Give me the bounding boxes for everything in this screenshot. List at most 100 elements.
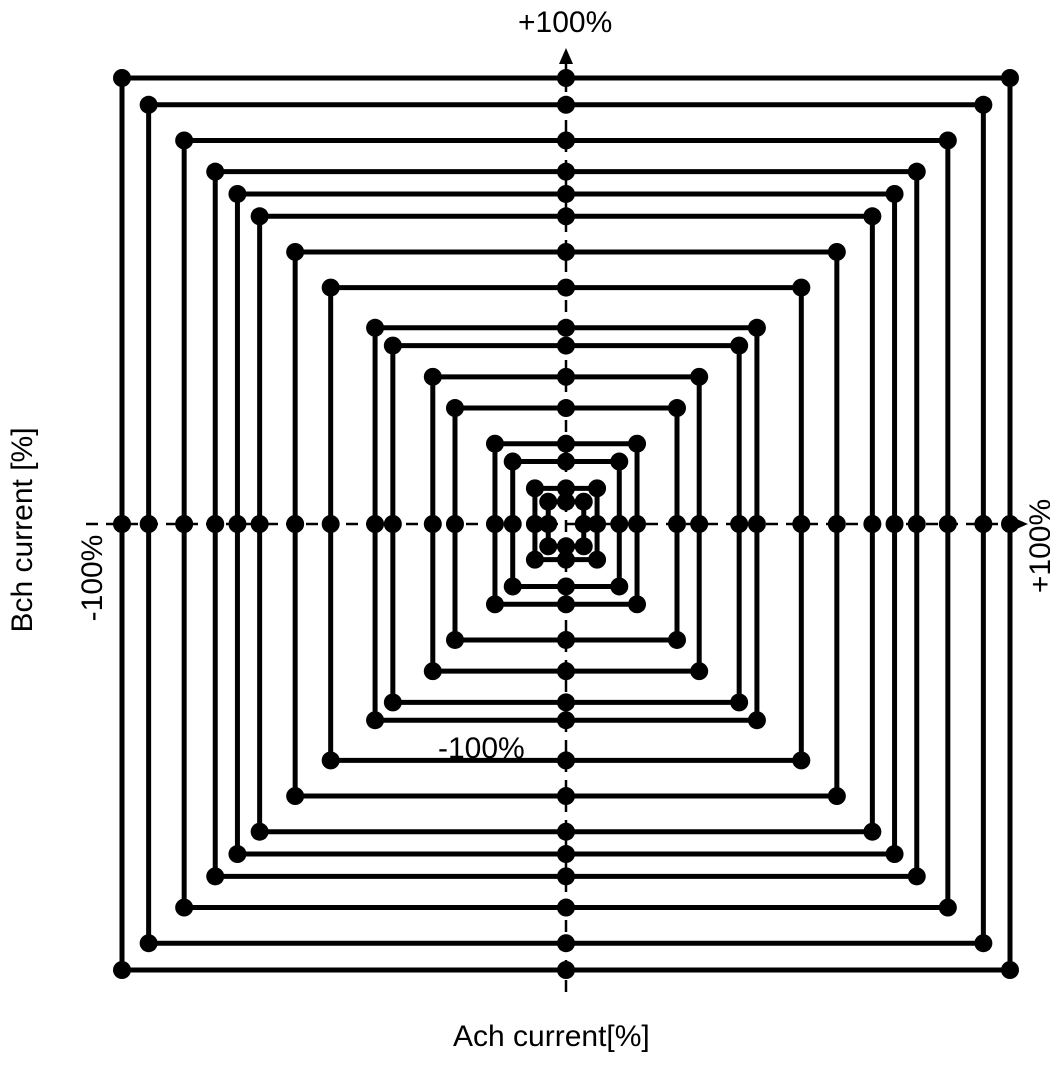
corner-dot xyxy=(690,662,709,681)
corner-dot xyxy=(321,278,340,297)
corner-dot xyxy=(1001,961,1019,979)
axes-layer xyxy=(86,48,1028,1000)
corner-dot xyxy=(588,550,607,569)
corner-dot xyxy=(286,242,305,261)
axis-dot xyxy=(557,69,575,87)
corner-dot xyxy=(446,399,464,418)
y-axis-arrowhead xyxy=(559,48,573,64)
corner-dot xyxy=(539,537,558,556)
corner-dot xyxy=(628,434,647,453)
corner-dot xyxy=(792,751,811,770)
corner-dot xyxy=(610,452,629,471)
corner-dot xyxy=(668,399,686,418)
x-axis-title: Ach current[%] xyxy=(453,1020,650,1053)
axis-dot xyxy=(610,515,629,533)
corner-dot xyxy=(885,184,904,203)
corner-dot xyxy=(286,787,305,806)
corner-dot xyxy=(588,479,607,498)
corner-dot xyxy=(206,162,225,181)
axis-dot xyxy=(557,184,575,203)
corner-dot xyxy=(503,577,522,596)
corner-dot xyxy=(747,318,766,337)
corner-dot xyxy=(250,822,269,841)
corner-dot xyxy=(690,367,709,386)
axis-dot xyxy=(974,515,993,533)
corner-dot xyxy=(974,934,993,953)
corner-dot xyxy=(139,934,158,953)
corner-dot xyxy=(628,595,647,614)
y-min-label: -100% xyxy=(438,732,525,765)
corner-dot xyxy=(228,184,247,203)
y-max-label: +100% xyxy=(518,6,613,39)
corner-dot xyxy=(907,867,926,886)
axis-dot xyxy=(557,550,575,569)
loop-12 xyxy=(228,184,904,864)
axis-dot xyxy=(730,515,749,533)
loop-3 xyxy=(503,452,629,596)
corner-dot xyxy=(974,95,993,114)
corner-dot xyxy=(423,662,442,681)
corner-dot xyxy=(539,492,558,511)
corner-dot xyxy=(885,845,904,864)
corner-dot xyxy=(383,693,402,712)
x-max-label: +100% xyxy=(1024,498,1050,594)
loops-layer xyxy=(113,69,1019,979)
corner-dot xyxy=(366,711,385,730)
corner-dot xyxy=(485,595,504,614)
corner-dot xyxy=(525,479,544,498)
axis-dot xyxy=(250,515,269,533)
y-axis-title: Bch current [%] xyxy=(6,427,39,633)
corner-dot xyxy=(485,434,504,453)
axis-dot xyxy=(113,515,131,533)
axis-dot xyxy=(557,787,575,806)
corner-dot xyxy=(139,95,158,114)
corner-dot xyxy=(792,278,811,297)
x-min-label: -100% xyxy=(76,534,109,622)
axis-dot xyxy=(557,845,575,864)
corner-dot xyxy=(730,336,749,355)
corner-dot xyxy=(525,550,544,569)
corner-dot xyxy=(730,693,749,712)
loop-2 xyxy=(525,479,607,569)
corner-dot xyxy=(366,318,385,337)
corner-dot xyxy=(863,207,882,226)
corner-dot xyxy=(113,69,131,87)
axis-dot xyxy=(557,867,575,886)
corner-dot xyxy=(610,577,629,596)
corner-dot xyxy=(383,336,402,355)
loop-8 xyxy=(366,318,766,730)
corner-dot xyxy=(503,452,522,471)
loop-4 xyxy=(485,434,647,614)
loop-15 xyxy=(139,95,993,953)
loop-11 xyxy=(250,207,882,841)
axis-dot xyxy=(690,515,709,533)
corner-dot xyxy=(907,162,926,181)
corner-dot xyxy=(747,711,766,730)
corner-dot xyxy=(827,787,846,806)
x-axis-arrowhead xyxy=(1012,517,1028,531)
corner-dot xyxy=(863,822,882,841)
corner-dot xyxy=(1001,69,1019,87)
corner-dot xyxy=(250,207,269,226)
corner-dot xyxy=(446,630,464,649)
corner-dot xyxy=(938,898,957,917)
corner-dot xyxy=(827,242,846,261)
corner-dot xyxy=(228,845,247,864)
axis-dot xyxy=(574,515,593,533)
axis-dot xyxy=(557,630,575,649)
corner-dot xyxy=(574,492,593,511)
corner-dot xyxy=(206,867,225,886)
corner-dot xyxy=(574,537,593,556)
loop-13 xyxy=(206,162,926,886)
axis-dot xyxy=(557,207,575,226)
axis-dot xyxy=(557,367,575,386)
corner-dot xyxy=(175,131,194,150)
axis-dot xyxy=(175,515,194,533)
loop-10 xyxy=(286,242,846,806)
axis-dot xyxy=(792,515,811,533)
corner-dot xyxy=(321,751,340,770)
corner-dot xyxy=(668,630,686,649)
loop-6 xyxy=(423,367,709,681)
corner-dot xyxy=(113,961,131,979)
